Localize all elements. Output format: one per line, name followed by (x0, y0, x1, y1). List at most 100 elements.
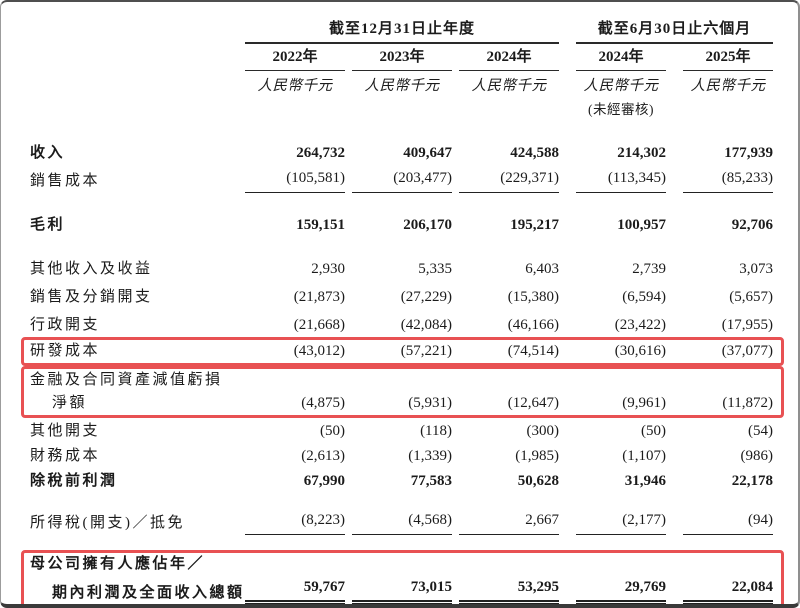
value-cell: 77,583 (410, 473, 452, 490)
table-row: 其他收入及收益 2,930 5,335 6,403 2,739 3,073 (30, 253, 773, 281)
table-row: 研發成本 (43,012) (57,221) (74,514) (30,616) (37,… (30, 340, 773, 363)
row-label: 期內利潤及全面收入總額 (52, 585, 245, 602)
label-column-spacer (30, 95, 238, 97)
table-row: 收入 264,732 409,647 424,588 214,302 177,939 (30, 137, 773, 165)
currency-unit-label: 人民幣千元 (690, 77, 766, 94)
table-row: 行政開支 (21,668) (42,084) (46,166) (23,422) (17,… (30, 309, 773, 337)
value-cell: (6,594) (622, 289, 666, 306)
row-label: 行政開支 (30, 317, 101, 334)
value-cell: 214,302 (617, 145, 666, 162)
row-label: 金融及合同資產減值虧損 (30, 372, 223, 389)
unaudited-note: (未經審核) (588, 102, 654, 118)
value-cell: 206,170 (403, 217, 452, 234)
value-cell: (4,875) (301, 395, 345, 412)
value-cell: 264,732 (296, 145, 345, 162)
value-cell: (94) (683, 511, 773, 535)
unaudited-note-row: (未經審核) (30, 97, 773, 121)
value-cell: (12,647) (507, 395, 559, 412)
value-cell: 159,151 (296, 217, 345, 234)
value-cell: (17,955) (721, 317, 773, 334)
table-row: 財務成本 (2,613) (1,339) (1,985) (1,107) (986) (30, 443, 773, 468)
value-cell: (300) (526, 423, 560, 440)
year-header-2024-interim: 2024年 (576, 48, 666, 71)
value-cell: (54) (748, 423, 773, 440)
value-cell: (203,477) (352, 169, 452, 193)
value-cell: 53,295 (459, 578, 559, 604)
label-column-spacer (30, 69, 238, 71)
table-body: 收入 264,732 409,647 424,588 214,302 177,939 銷售成… (21, 137, 784, 604)
row-label: 財務成本 (30, 448, 101, 465)
value-cell: (4,568) (352, 511, 452, 535)
row-group: 收入 264,732 409,647 424,588 214,302 177,939 銷售成… (30, 137, 773, 337)
value-cell: (21,668) (293, 317, 345, 334)
value-cell: 6,403 (525, 261, 559, 278)
value-cell: 409,647 (403, 145, 452, 162)
currency-unit-label: 人民幣千元 (364, 77, 440, 94)
value-cell: (1,339) (408, 448, 452, 465)
table-row: 期內利潤及全面收入總額 59,767 73,015 53,295 29,769 22,08… (30, 576, 773, 604)
row-group: 其他開支 (50) (118) (300) (50) (54) 財務成本 (2,613) (1,… (30, 418, 773, 535)
value-cell: (2,177) (576, 511, 666, 535)
empty-cell (459, 119, 559, 121)
value-cell: (113,345) (576, 169, 666, 193)
label-column-spacer (30, 42, 238, 44)
value-cell: 424,588 (510, 145, 559, 162)
table-row: 銷售成本 (105,581) (203,477) (229,371) (113,345)… (30, 165, 773, 193)
row-label: 其他收入及收益 (30, 261, 153, 278)
value-cell: (118) (420, 423, 452, 440)
value-cell: (229,371) (459, 169, 559, 193)
period-group-row: 截至12月31日止年度 截至6月30日止六個月 (30, 16, 773, 44)
label-column-spacer (30, 119, 238, 121)
value-cell: 177,939 (724, 145, 773, 162)
value-cell: (105,581) (245, 169, 345, 193)
value-cell: 29,769 (576, 578, 666, 604)
value-cell: (21,873) (293, 289, 345, 306)
table-row: 銷售及分銷開支 (21,873) (27,229) (15,380) (6,594) (5… (30, 281, 773, 309)
value-cell: 2,930 (311, 261, 345, 278)
value-cell: (5,657) (729, 289, 773, 306)
annual-period-header: 截至12月31日止年度 (245, 17, 559, 44)
empty-cell (683, 119, 773, 121)
empty-cell (245, 119, 345, 121)
value-cell: (2,613) (301, 448, 345, 465)
row-label: 其他開支 (30, 423, 101, 440)
value-cell: 100,957 (617, 217, 666, 234)
value-cell: 2,667 (459, 511, 559, 535)
currency-unit-label: 人民幣千元 (471, 77, 547, 94)
value-cell: (74,514) (507, 343, 559, 360)
value-cell: (8,223) (245, 511, 345, 535)
row-label: 除稅前利潤 (30, 473, 118, 490)
value-cell: 22,084 (683, 578, 773, 604)
value-cell: 22,178 (731, 473, 773, 490)
highlight-box: 研發成本 (43,012) (57,221) (74,514) (30,616) (37,… (21, 337, 784, 366)
value-cell: 50,628 (517, 473, 559, 490)
year-header-2022: 2022年 (245, 48, 345, 71)
row-label: 毛利 (30, 217, 66, 234)
row-label: 所得稅(開支)／抵免 (30, 515, 185, 532)
value-cell: (57,221) (400, 343, 452, 360)
value-cell: (11,872) (722, 395, 773, 412)
value-cell: 2,739 (632, 261, 666, 278)
value-cell: (50) (320, 423, 345, 440)
year-header-2025-interim: 2025年 (683, 48, 773, 71)
table-row: 毛利 159,151 206,170 195,217 100,957 92,706 (30, 209, 773, 237)
value-cell: (23,422) (614, 317, 666, 334)
value-cell: (9,961) (622, 395, 666, 412)
table-row: 其他開支 (50) (118) (300) (50) (54) (30, 418, 773, 443)
value-cell: (30,616) (614, 343, 666, 360)
currency-unit-label: 人民幣千元 (257, 77, 333, 94)
table-row: 母公司擁有人應佔年／ (30, 553, 773, 576)
value-cell: (5,931) (408, 395, 452, 412)
value-cell: (46,166) (507, 317, 559, 334)
value-cell: 195,217 (510, 217, 559, 234)
value-cell: 92,706 (731, 217, 773, 234)
value-cell: (986) (740, 448, 774, 465)
table-header: 截至12月31日止年度 截至6月30日止六個月 2022年 2023年 2024… (30, 10, 773, 121)
value-cell: (15,380) (507, 289, 559, 306)
value-cell: 3,073 (739, 261, 773, 278)
row-label: 母公司擁有人應佔年／ (30, 556, 206, 573)
table-row: 除稅前利潤 67,990 77,583 50,628 31,946 22,178 (30, 468, 773, 493)
value-cell: 5,335 (418, 261, 452, 278)
